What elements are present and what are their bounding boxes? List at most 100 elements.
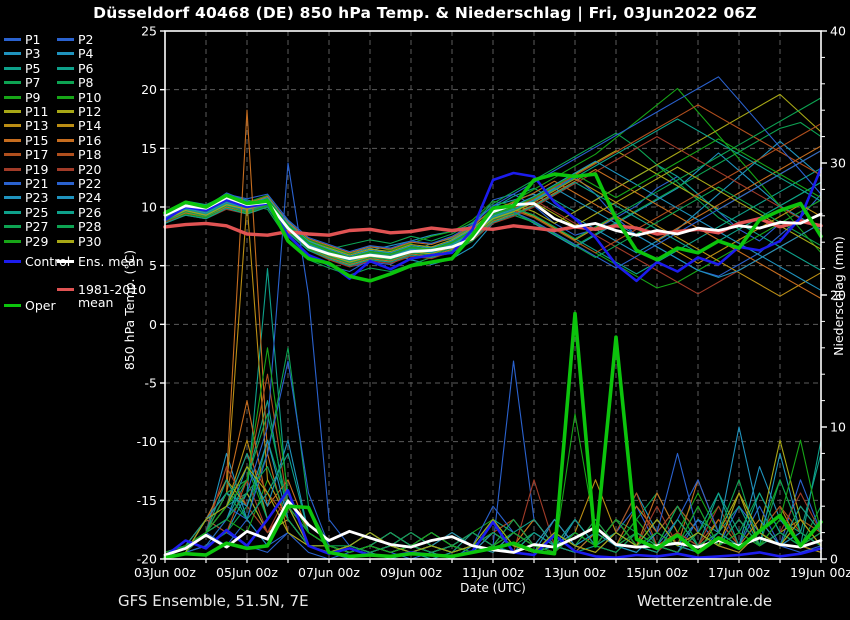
legend-color-swatch	[57, 260, 74, 263]
legend-item-label: P7	[25, 75, 41, 91]
site-credit: Wetterzentrale.de	[637, 592, 773, 610]
legend-item-p24: P24	[57, 191, 101, 204]
legend-color-swatch	[4, 95, 21, 99]
legend-item-label: Oper	[25, 298, 56, 313]
legend-item-p22: P22	[57, 177, 101, 190]
legend-item-p2: P2	[57, 33, 94, 46]
legend-color-swatch	[57, 95, 74, 99]
y-left-tick-label: -10	[137, 434, 157, 449]
legend-color-swatch	[57, 110, 74, 113]
legend-color-swatch	[4, 167, 21, 171]
member-precip-line-P29	[164, 347, 822, 553]
x-tick-label: 07Jun 00z	[298, 565, 360, 580]
legend-item-p7: P7	[4, 76, 41, 89]
y-left-tick-label: -5	[145, 376, 157, 391]
y-left-tick-label: 10	[141, 200, 157, 215]
legend-item-label: P24	[78, 190, 102, 206]
y-left-tick-label: 20	[141, 82, 157, 97]
legend-item-climate-mean: 1981-2010 mean	[57, 283, 148, 309]
legend-color-swatch	[4, 260, 21, 263]
legend-color-swatch	[57, 153, 74, 157]
legend-item-label: P19	[25, 161, 49, 177]
y-right-tick-label: 30	[830, 156, 846, 171]
legend-item-label: P8	[78, 75, 94, 91]
legend-item-label: P29	[25, 233, 49, 249]
x-tick-label: 13Jun 00z	[544, 565, 606, 580]
legend-item-label: P25	[25, 204, 49, 220]
legend-item-p29: P29	[4, 235, 48, 248]
legend-color-swatch	[4, 239, 21, 243]
legend-item-p1: P1	[4, 33, 41, 46]
legend-color-swatch	[57, 124, 74, 128]
legend-item-label: P18	[78, 147, 102, 163]
x-tick-label: 19Jun 00z	[790, 565, 850, 580]
legend-color-swatch	[57, 196, 74, 200]
legend-color-swatch	[4, 182, 21, 185]
legend-color-swatch	[4, 124, 21, 128]
legend-item-p4: P4	[57, 47, 94, 60]
x-tick-label: 11Jun 00z	[462, 565, 524, 580]
oper-temp-line	[163, 172, 823, 283]
model-info: GFS Ensemble, 51.5N, 7E	[118, 592, 309, 610]
legend-item-p11: P11	[4, 105, 48, 118]
legend-color-swatch	[4, 225, 21, 229]
legend-color-swatch	[57, 239, 74, 243]
legend-item-label: P1	[25, 32, 41, 47]
legend-color-swatch	[57, 66, 74, 70]
climate-mean-temp-line	[163, 216, 823, 237]
legend-item-label: P28	[78, 219, 102, 235]
legend-item-label: P5	[25, 60, 41, 76]
oper-precip-line	[163, 311, 823, 560]
legend-item-p15: P15	[4, 134, 48, 147]
legend-item-p5: P5	[4, 62, 41, 75]
legend-item-label: P11	[25, 104, 49, 119]
legend-item-label: P30	[78, 233, 102, 249]
legend-item-label: P17	[25, 147, 49, 163]
legend-color-swatch	[57, 81, 74, 85]
x-tick-label: 03Jun 00z	[134, 565, 196, 580]
legend-item-p16: P16	[57, 134, 101, 147]
legend-color-swatch	[4, 138, 21, 142]
legend-item-ens-mean: Ens. mean	[57, 255, 144, 268]
legend-color-swatch	[4, 81, 21, 85]
legend-color-swatch	[57, 138, 74, 142]
chart-title: Düsseldorf 40468 (DE) 850 hPa Temp. & Ni…	[93, 4, 757, 22]
legend-item-p10: P10	[57, 91, 101, 104]
legend-color-swatch	[57, 38, 74, 41]
y-left-axis-title: 850 hPa Temp. (°C)	[122, 250, 137, 370]
legend-item-label: P3	[25, 46, 41, 62]
x-tick-label: 05Jun 00z	[216, 565, 278, 580]
x-tick-label: 15Jun 00z	[626, 565, 688, 580]
y-left-tick-label: 5	[149, 258, 157, 273]
legend-item-label: 1981-2010 mean	[78, 282, 147, 310]
legend-item-label: P26	[78, 204, 102, 220]
legend-item-label: P15	[25, 132, 49, 148]
legend-item-p8: P8	[57, 76, 94, 89]
legend-item-p14: P14	[57, 119, 101, 132]
legend-item-p12: P12	[57, 105, 101, 118]
y-left-tick-label: -20	[137, 552, 157, 567]
legend-item-p19: P19	[4, 163, 48, 176]
legend-item-label: P22	[78, 176, 102, 191]
y-right-axis-title: Niederschlag (mm)	[831, 236, 846, 356]
y-left-tick-label: -15	[137, 493, 157, 508]
y-right-tick-label: 0	[830, 552, 838, 567]
member-temp-line-P21	[164, 76, 822, 253]
legend-color-swatch	[4, 196, 21, 200]
x-axis-title: Date (UTC)	[460, 581, 526, 595]
legend-item-label: P4	[78, 46, 94, 62]
member-temp-line-P27	[164, 97, 822, 260]
legend-color-swatch	[4, 110, 21, 113]
legend-color-swatch	[4, 52, 21, 56]
legend-item-p20: P20	[57, 163, 101, 176]
legend-item-p17: P17	[4, 148, 48, 161]
y-right-tick-label: 10	[830, 420, 846, 435]
x-tick-label: 09Jun 00z	[380, 565, 442, 580]
legend-color-swatch	[4, 153, 21, 157]
legend-item-label: P2	[78, 32, 94, 47]
legend-item-p28: P28	[57, 220, 101, 233]
legend-item-label: P20	[78, 161, 102, 177]
legend-color-swatch	[57, 288, 74, 291]
